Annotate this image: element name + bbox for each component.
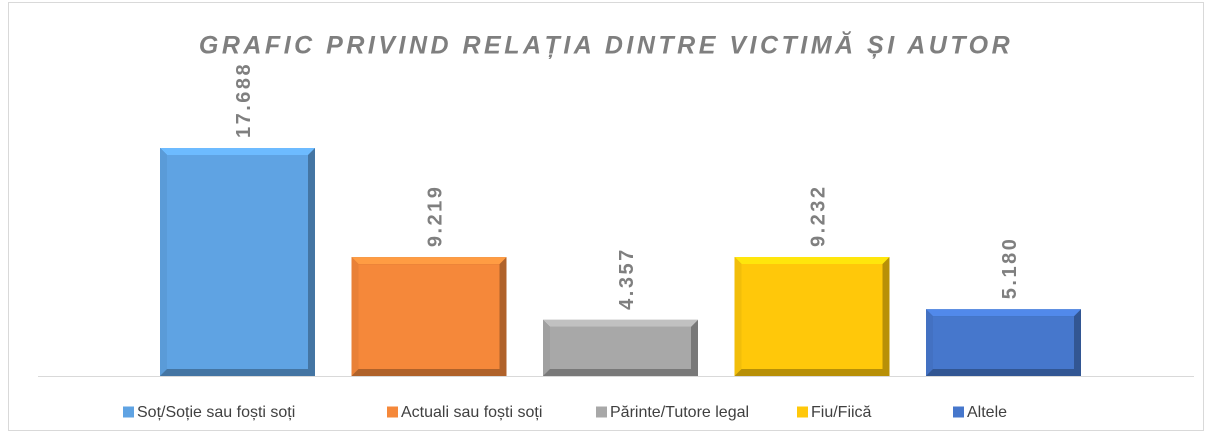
bar-face [167, 155, 308, 369]
bar-bevel-left [160, 148, 167, 376]
value-label: 9.219 [424, 185, 446, 248]
legend-swatch [596, 406, 607, 418]
legend-label: Actuali sau foști soți [401, 404, 542, 421]
legend-label: Altele [967, 404, 1007, 421]
bar-bevel-light [160, 148, 315, 155]
bar-bevel-light [543, 319, 698, 327]
value-label: 5.180 [999, 237, 1021, 300]
bar-face [933, 316, 1074, 369]
legend-swatch [387, 406, 398, 418]
value-label: 17.688 [233, 62, 255, 138]
bar-bevel-light [351, 257, 507, 265]
bar-bevel-light [926, 309, 1081, 317]
legend-swatch [123, 406, 134, 418]
legend-swatch [953, 406, 964, 418]
legend-label: Soț/Soție sau foști soți [137, 404, 295, 421]
legend-swatch [797, 406, 808, 418]
legend-label: Fiu/Fiică [811, 404, 872, 421]
legend-label: Părinte/Tutore legal [610, 404, 749, 421]
bar-bevel-left [734, 256, 742, 376]
value-label: 9.232 [807, 184, 829, 247]
bar-face [358, 264, 500, 369]
bar-face [741, 263, 883, 369]
bar-bevel-left [926, 309, 933, 376]
bar-bevel-left [543, 319, 550, 376]
value-label: 4.357 [616, 247, 638, 310]
bar-face [550, 326, 691, 369]
bar-bevel-left [351, 257, 359, 376]
bar-bevel-light [734, 256, 890, 264]
chart-title: GRAFIC PRIVIND RELAȚIA DINTRE VICTIMĂ ȘI… [199, 31, 1013, 60]
